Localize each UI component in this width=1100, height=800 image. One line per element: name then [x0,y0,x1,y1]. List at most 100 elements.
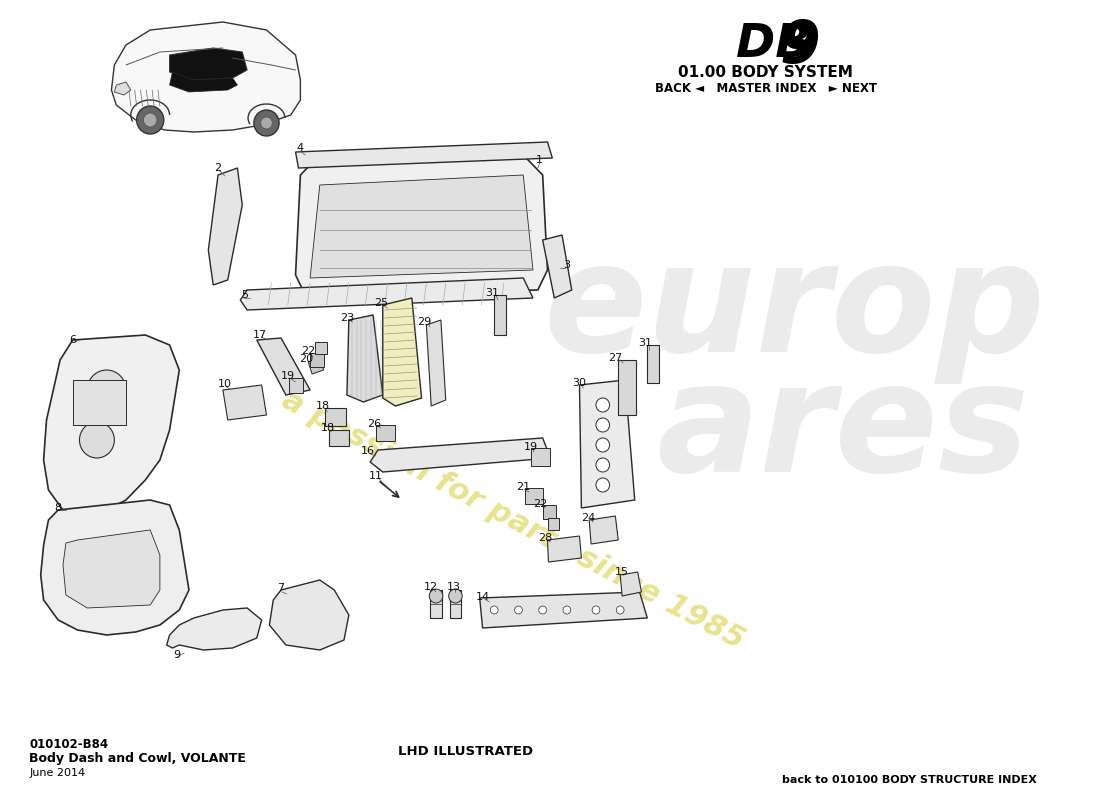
Bar [330,430,349,446]
Circle shape [596,398,609,412]
Text: 8: 8 [55,503,62,513]
Circle shape [254,110,279,136]
Bar [525,488,542,504]
Circle shape [143,113,157,127]
Circle shape [596,438,609,452]
Circle shape [563,606,571,614]
Text: 6: 6 [69,335,76,345]
Text: 13: 13 [447,582,461,592]
Text: ares: ares [657,355,1030,505]
Text: 16: 16 [361,446,375,456]
Bar [73,380,126,425]
Text: 5: 5 [241,290,248,300]
Circle shape [136,106,164,134]
Text: 29: 29 [417,317,431,327]
Text: 01.00 BODY SYSTEM: 01.00 BODY SYSTEM [678,65,852,80]
Text: 7: 7 [277,583,285,593]
Circle shape [429,589,443,603]
Bar [450,590,461,618]
Text: 14: 14 [475,592,490,602]
Bar [430,590,442,618]
Polygon shape [296,142,552,168]
Text: 17: 17 [253,330,267,340]
Text: 18: 18 [320,423,334,433]
Text: 19: 19 [280,371,295,381]
Polygon shape [310,175,534,278]
Text: 27: 27 [608,353,623,363]
Bar [494,295,506,335]
Polygon shape [308,358,323,374]
Bar [289,378,304,393]
Polygon shape [114,82,131,95]
Polygon shape [620,572,641,596]
Text: June 2014: June 2014 [29,768,85,778]
Text: 19: 19 [524,442,538,452]
Text: 22: 22 [534,499,548,509]
Bar [618,360,636,415]
Circle shape [87,370,126,410]
Text: 010102-B84: 010102-B84 [29,738,108,751]
Text: europ: europ [543,235,1046,385]
Text: 3: 3 [563,260,571,270]
Text: 31: 31 [485,288,499,298]
Text: 9: 9 [780,18,821,75]
Text: Body Dash and Cowl, VOLANTE: Body Dash and Cowl, VOLANTE [29,752,246,765]
Text: 18: 18 [316,401,330,411]
Bar [324,408,345,426]
Bar [315,342,327,354]
Circle shape [79,422,114,458]
Polygon shape [371,438,550,472]
Bar [542,505,557,519]
Circle shape [592,606,600,614]
Text: 12: 12 [425,582,438,592]
Text: 24: 24 [581,513,595,523]
Polygon shape [427,320,446,406]
Circle shape [596,458,609,472]
Polygon shape [296,155,548,295]
Polygon shape [542,235,572,298]
Polygon shape [346,315,383,402]
Bar [310,353,323,367]
Text: 23: 23 [340,313,354,323]
Polygon shape [167,608,262,650]
Text: 21: 21 [516,482,530,492]
Polygon shape [169,72,238,92]
Polygon shape [111,22,300,132]
Circle shape [491,606,498,614]
Text: 25: 25 [374,298,388,308]
Text: 4: 4 [297,143,304,153]
Polygon shape [580,380,635,508]
Polygon shape [63,530,160,608]
Bar [548,518,559,530]
Polygon shape [223,385,266,420]
Text: LHD ILLUSTRATED: LHD ILLUSTRATED [397,745,532,758]
Text: 10: 10 [218,379,232,389]
Text: 20: 20 [299,354,314,364]
Text: 15: 15 [615,567,629,577]
Text: 2: 2 [214,163,221,173]
Text: BACK ◄   MASTER INDEX   ► NEXT: BACK ◄ MASTER INDEX ► NEXT [654,82,877,95]
Text: 30: 30 [572,378,586,388]
Polygon shape [548,536,582,562]
Circle shape [261,117,273,129]
Circle shape [449,589,462,603]
Text: DB: DB [737,22,812,67]
Polygon shape [270,580,349,650]
Text: 11: 11 [368,471,383,481]
Bar [647,345,659,383]
Text: 28: 28 [538,533,552,543]
Polygon shape [41,500,189,635]
Circle shape [596,418,609,432]
Polygon shape [208,168,242,285]
Text: 31: 31 [638,338,652,348]
Polygon shape [480,592,647,628]
Polygon shape [590,516,618,544]
Text: back to 010100 BODY STRUCTURE INDEX: back to 010100 BODY STRUCTURE INDEX [782,775,1037,785]
Bar [376,425,395,441]
Text: a passion for parts since 1985: a passion for parts since 1985 [277,386,750,654]
Bar [531,448,550,466]
Circle shape [616,606,624,614]
Text: 9: 9 [173,650,180,660]
Polygon shape [240,278,534,310]
Circle shape [596,478,609,492]
